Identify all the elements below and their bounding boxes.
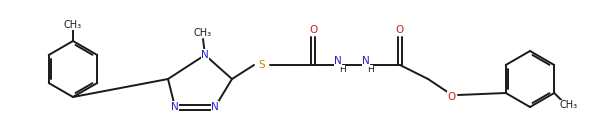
- Text: N: N: [211, 102, 219, 112]
- Text: CH₃: CH₃: [64, 20, 82, 30]
- Text: N: N: [201, 50, 209, 60]
- Text: O: O: [396, 25, 404, 35]
- Text: H: H: [367, 65, 373, 75]
- Text: O: O: [309, 25, 317, 35]
- Text: N: N: [171, 102, 179, 112]
- Text: O: O: [448, 92, 456, 102]
- Text: H: H: [339, 65, 345, 75]
- Text: CH₃: CH₃: [194, 28, 212, 38]
- Text: CH₃: CH₃: [559, 100, 578, 110]
- Text: N: N: [362, 56, 370, 66]
- Text: S: S: [258, 60, 265, 70]
- Text: N: N: [334, 56, 342, 66]
